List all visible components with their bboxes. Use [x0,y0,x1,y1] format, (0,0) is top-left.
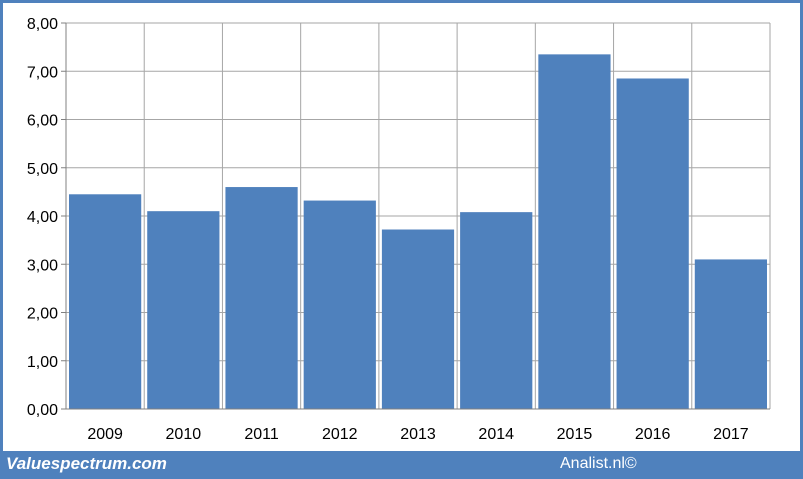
chart-panel: 0,00 1,00 2,00 3,00 4,00 5,00 6,00 7,00 8,00 2009… [3,3,800,451]
bar-chart: 0,00 1,00 2,00 3,00 4,00 5,00 6,00 7,00 8,00 2009… [27,16,771,443]
site-watermark: Valuespectrum.com [6,454,167,473]
x-tick-label: 2016 [635,426,671,443]
x-tick-label: 2015 [557,426,593,443]
x-tick-label: 2011 [244,426,279,443]
y-tick-label: 1,00 [27,354,58,371]
copyright-label: Analist.nl© [560,455,637,472]
x-tick-label: 2009 [87,426,123,443]
bar [616,78,689,410]
y-tick-label: 8,00 [27,16,58,33]
y-tick-label: 5,00 [27,161,58,178]
x-tick-label: 2014 [478,426,514,443]
bar [225,187,298,409]
x-tick-label: 2013 [400,426,436,443]
y-tick-label: 3,00 [27,257,58,274]
y-tick-label: 2,00 [27,306,58,323]
bar [460,212,533,409]
x-tick-label: 2012 [322,426,358,443]
y-tick-label: 4,00 [27,209,58,226]
y-tick-label: 6,00 [27,113,58,130]
x-tick-label: 2017 [713,426,749,443]
x-tick-label: 2010 [166,426,202,443]
y-tick-label: 7,00 [27,64,58,81]
bar [694,259,767,409]
bar [303,200,376,409]
bar [147,211,220,409]
bar [381,229,455,409]
y-tick-label: 0,00 [27,402,58,419]
bar [69,194,142,409]
bar [538,54,611,410]
